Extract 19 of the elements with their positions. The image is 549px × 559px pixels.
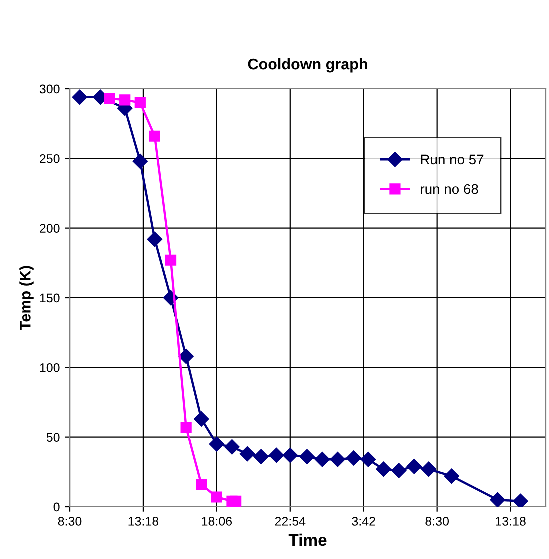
y-tick-label: 100 (40, 363, 60, 372)
legend-label: run no 68 (421, 184, 478, 194)
y-tick-label: 300 (40, 84, 60, 94)
x-tick-label: 13:18 (128, 517, 159, 526)
x-tick-label: 3:42 (352, 517, 376, 526)
y-tick-label: 200 (40, 224, 60, 233)
chart-title: Cooldown graph (248, 58, 368, 73)
y-tick-label: 150 (40, 294, 60, 303)
x-tick-label: 22:54 (275, 517, 306, 526)
y-tick-label: 50 (46, 433, 60, 442)
y-tick-label: 0 (54, 502, 60, 512)
x-tick-label: 13:18 (496, 517, 526, 526)
x-axis-title: Time (288, 534, 327, 546)
x-tick-label: 8:30 (58, 517, 82, 526)
y-axis-title: Temp (K) (20, 266, 34, 330)
x-tick-label: 18:06 (202, 517, 232, 526)
legend-label: Run no 57 (421, 154, 484, 165)
y-tick-label: 250 (40, 154, 60, 164)
x-tick-label: 8:30 (426, 517, 450, 526)
